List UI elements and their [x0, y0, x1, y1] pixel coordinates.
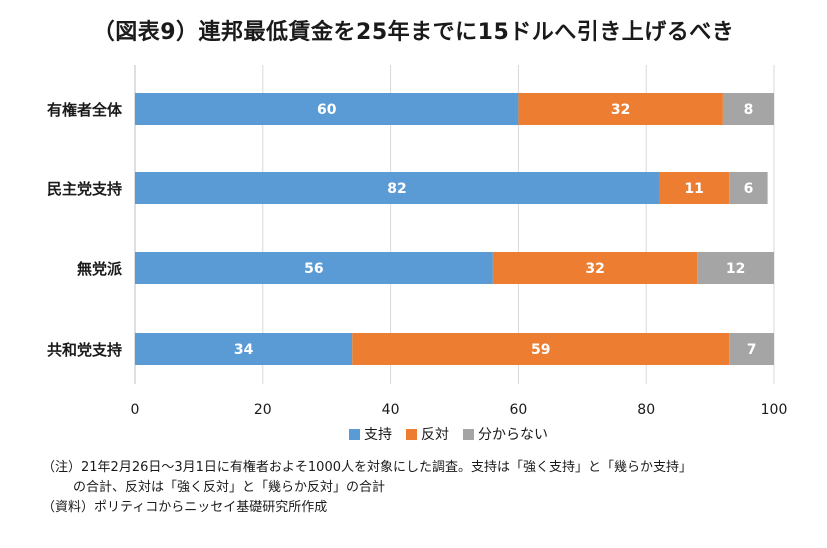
legend-item-unsure: 分からない	[463, 424, 548, 444]
bar-2-2	[697, 252, 774, 284]
bar-1-2	[729, 172, 768, 204]
bar-2-0	[135, 252, 493, 284]
legend-swatch-support	[349, 428, 360, 440]
legend-item-support: 支持	[349, 424, 392, 444]
bar-3-2	[729, 333, 774, 365]
data-label-2-0: 56	[304, 261, 323, 277]
bar-2-1	[492, 252, 698, 284]
x-tick-labels: 0 20 40 60 80 100	[131, 402, 788, 418]
x-tick-label-0: 0	[131, 402, 140, 418]
category-label-2: 無党派	[77, 260, 123, 278]
category-label-0: 有権者全体	[47, 101, 123, 119]
data-label-0-0: 60	[317, 102, 337, 118]
stacked-bar-chart: 60 32 8 82 11 6 56 32 12 34 59 7 有権者全体民主党支持無党派共和党支持…	[47, 65, 788, 418]
legend-item-oppose: 反対	[406, 424, 449, 444]
bar-3-1	[352, 333, 730, 365]
footnotes: （注）21年2月26日～3月1日に有権者およそ1000人を対象にした調査。支持は…	[42, 458, 692, 518]
data-label-3-2: 7	[747, 342, 757, 358]
note-line-2: の合計、反対は「強く反対」と「幾らか反対」の合計	[73, 480, 386, 495]
legend-label-support: 支持	[364, 427, 392, 443]
legend-swatch-oppose	[406, 428, 417, 440]
legend: 支持 反対 分からない	[0, 424, 827, 444]
bar-0-2	[722, 93, 774, 125]
data-label-3-0: 34	[234, 342, 254, 358]
data-label-1-0: 82	[387, 181, 406, 197]
chart-title: （図表9）連邦最低賃金を25年までに15ドルへ引き上げるべき	[92, 20, 735, 45]
bar-3-0	[135, 333, 353, 365]
data-label-2-1: 32	[585, 261, 604, 277]
x-tick-label-60: 60	[509, 402, 527, 418]
bar-0-1	[518, 93, 723, 125]
x-tick-label-100: 100	[761, 402, 788, 418]
data-label-0-1: 32	[611, 102, 630, 118]
bar-1-1	[658, 172, 730, 204]
data-label-3-1: 59	[531, 342, 550, 358]
data-label-1-1: 11	[684, 181, 703, 197]
data-label-2-2: 12	[726, 261, 745, 277]
x-tick-label-80: 80	[637, 402, 655, 418]
source-line: （資料）ポリティコからニッセイ基礎研究所作成	[42, 500, 328, 515]
x-tick-label-40: 40	[382, 402, 400, 418]
note-line-1: （注）21年2月26日～3月1日に有権者およそ1000人を対象にした調査。支持は…	[42, 460, 692, 475]
bar-0-0	[135, 93, 519, 125]
x-tick-label-20: 20	[254, 402, 272, 418]
data-label-1-2: 6	[744, 181, 754, 197]
legend-swatch-unsure	[463, 428, 474, 440]
data-label-0-2: 8	[744, 102, 754, 118]
category-label-1: 民主党支持	[47, 180, 122, 198]
bar-1-0	[135, 172, 659, 204]
bars: 60 32 8 82 11 6 56 32 12 34 59 7	[135, 93, 774, 365]
legend-label-oppose: 反対	[421, 427, 449, 443]
legend-label-unsure: 分からない	[478, 427, 548, 443]
category-label-3: 共和党支持	[47, 341, 122, 359]
